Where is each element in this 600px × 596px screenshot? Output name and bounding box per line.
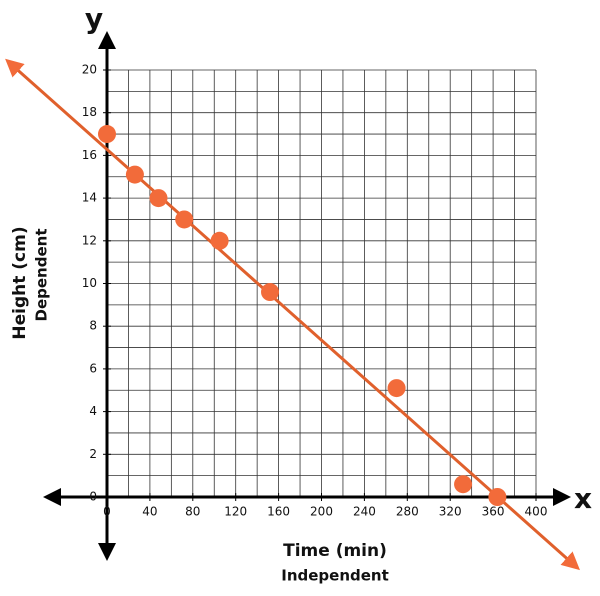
y-tick-label: 0 xyxy=(89,490,97,504)
data-point xyxy=(387,379,406,398)
data-point xyxy=(488,488,507,506)
x-tick-label: 160 xyxy=(267,505,290,519)
x-axis-title: Time (min) xyxy=(283,541,387,561)
y-axis-title: Height (cm) xyxy=(10,226,30,339)
y-axis-subtitle: Dependent xyxy=(33,229,51,322)
y-tick-label: 20 xyxy=(82,63,97,77)
y-tick-label: 10 xyxy=(82,276,97,290)
data-point xyxy=(125,165,144,184)
x-tick-label: 240 xyxy=(353,505,376,519)
x-tick-label: 40 xyxy=(142,505,157,519)
data-point xyxy=(175,210,194,229)
x-letter: x xyxy=(574,482,592,515)
data-point xyxy=(149,189,168,208)
y-tick-label: 6 xyxy=(89,361,97,375)
y-tick-label: 8 xyxy=(89,319,97,333)
data-point xyxy=(454,475,473,494)
y-tick-label: 2 xyxy=(89,447,97,461)
y-tick-label: 18 xyxy=(82,105,97,119)
x-tick-label: 80 xyxy=(185,505,200,519)
y-tick-label: 12 xyxy=(82,233,97,247)
data-point xyxy=(261,283,280,302)
y-tick-label: 14 xyxy=(82,191,97,205)
x-tick-label: 280 xyxy=(396,505,419,519)
data-point xyxy=(210,231,229,250)
y-tick-label: 16 xyxy=(82,148,97,162)
x-tick-label: 400 xyxy=(525,505,548,519)
x-tick-label: 120 xyxy=(224,505,247,519)
x-tick-label: 200 xyxy=(310,505,333,519)
x-tick-label: 0 xyxy=(103,505,111,519)
x-tick-label: 320 xyxy=(439,505,462,519)
y-tick-label: 4 xyxy=(89,404,97,418)
y-letter: y xyxy=(85,2,103,35)
x-tick-label: 360 xyxy=(482,505,505,519)
trend-line xyxy=(5,58,580,571)
data-point xyxy=(98,125,116,144)
x-axis-subtitle: Independent xyxy=(281,567,389,585)
